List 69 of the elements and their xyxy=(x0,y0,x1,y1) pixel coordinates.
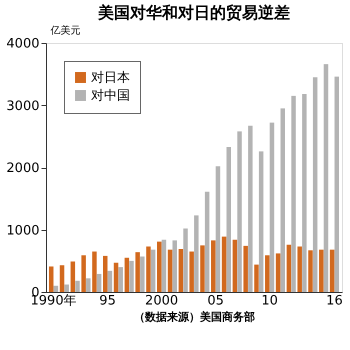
bar xyxy=(157,242,162,292)
bar xyxy=(150,250,156,292)
bar xyxy=(189,252,194,292)
bar xyxy=(108,270,112,292)
bar xyxy=(60,265,64,292)
x-tick-label: 16 xyxy=(326,294,343,308)
bar xyxy=(248,126,253,292)
bar xyxy=(70,261,76,292)
bar xyxy=(135,252,140,292)
bar xyxy=(140,256,145,292)
bar xyxy=(280,108,286,292)
text: （数据来源）美国商务部 xyxy=(134,310,255,324)
bar xyxy=(204,192,210,292)
bar xyxy=(324,64,328,292)
x-tick-label: 10 xyxy=(261,294,278,308)
y-tick-label: 4000 xyxy=(6,36,40,52)
bar xyxy=(146,246,151,292)
bar xyxy=(216,166,220,292)
bar xyxy=(334,76,340,292)
bar xyxy=(291,96,296,292)
bar xyxy=(54,286,58,292)
bar xyxy=(258,151,264,292)
bar xyxy=(312,77,318,292)
bar xyxy=(254,264,259,292)
bar xyxy=(124,258,130,292)
bar xyxy=(330,250,334,292)
bar xyxy=(102,256,108,292)
bar xyxy=(48,266,54,292)
bar xyxy=(222,236,226,292)
bar xyxy=(92,252,97,292)
legend-label: 对中国 xyxy=(91,88,130,104)
bar xyxy=(96,274,102,292)
bar xyxy=(270,122,274,292)
bar xyxy=(308,250,313,292)
bar xyxy=(168,250,172,292)
y-tick-label: 2000 xyxy=(6,161,40,176)
bar xyxy=(64,284,69,292)
x-tick-label: 95 xyxy=(99,294,116,308)
bar xyxy=(118,267,123,292)
bar xyxy=(129,260,134,292)
bar xyxy=(194,215,199,292)
bar xyxy=(172,240,177,292)
bar xyxy=(86,278,91,292)
legend-label: 对日本 xyxy=(91,70,130,86)
bar xyxy=(200,245,205,292)
x-tick-label: 1990年 xyxy=(30,294,77,308)
x-tick-label: 05 xyxy=(207,294,224,308)
bar xyxy=(286,244,292,292)
y-tick-label: 1000 xyxy=(6,223,40,238)
bar xyxy=(237,131,242,292)
bar xyxy=(75,280,80,292)
bar xyxy=(265,255,270,292)
bar xyxy=(297,246,302,292)
bar xyxy=(81,255,86,292)
bar xyxy=(243,246,248,292)
bar xyxy=(183,228,188,292)
bar xyxy=(226,146,231,292)
bar xyxy=(162,240,166,292)
bar xyxy=(319,250,324,292)
bar xyxy=(302,94,307,292)
y-tick-label: 3000 xyxy=(6,98,40,114)
chart-title: 美国对华和对日的贸易逆差 xyxy=(97,3,290,22)
bar xyxy=(114,262,118,292)
bar xyxy=(232,240,238,292)
y-axis-title: 亿美元 xyxy=(50,24,80,36)
bar xyxy=(211,240,216,292)
bar xyxy=(276,253,280,292)
x-tick-label: 2000 xyxy=(145,294,178,308)
bar xyxy=(178,249,184,292)
